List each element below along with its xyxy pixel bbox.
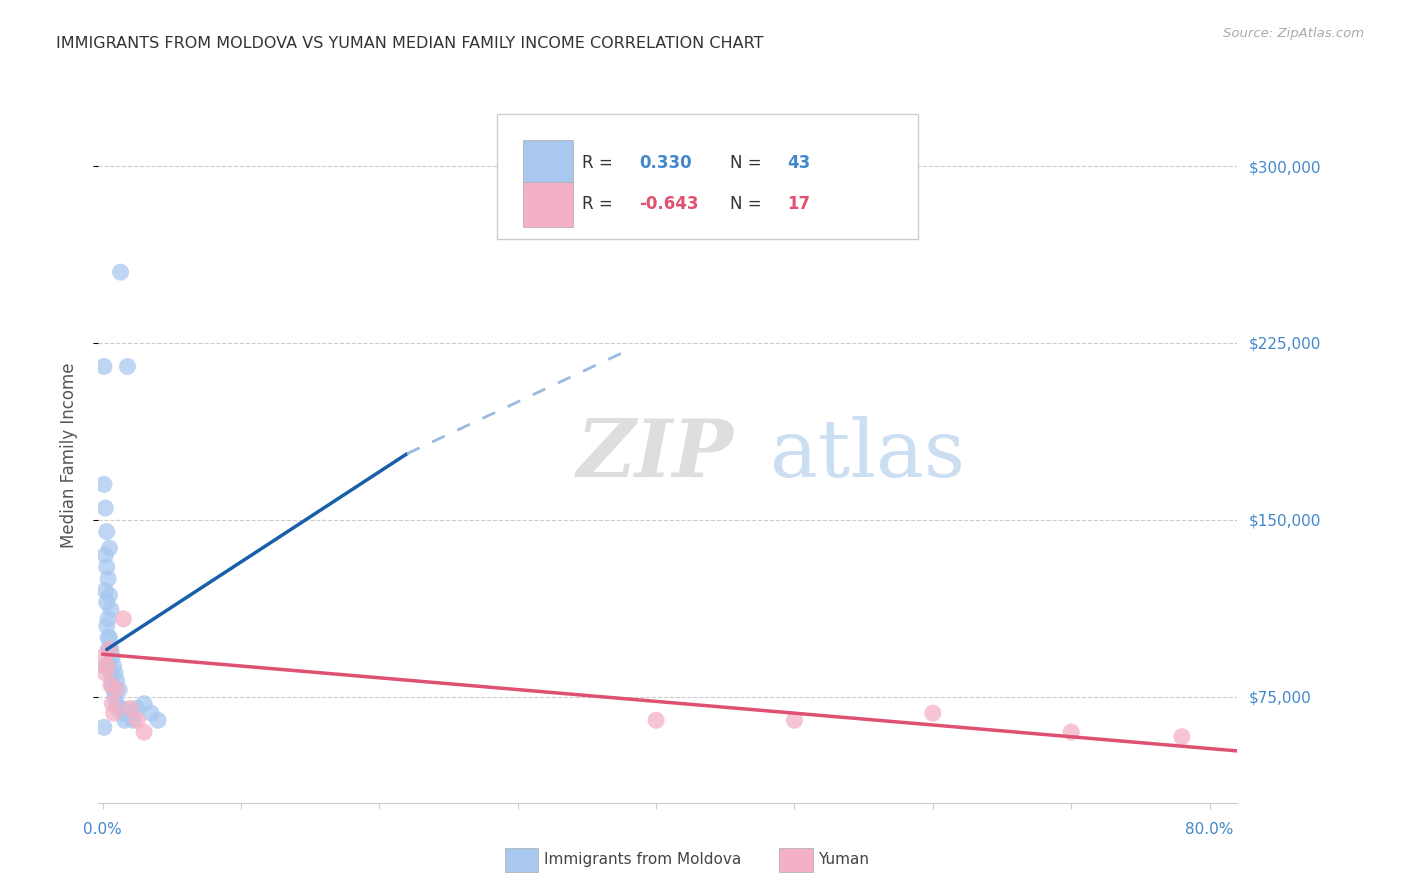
- Point: [783, 713, 806, 727]
- Point: [112, 706, 135, 721]
- Point: [94, 548, 117, 562]
- Point: [146, 713, 169, 727]
- Point: [114, 713, 136, 727]
- Point: [96, 524, 118, 539]
- Point: [97, 631, 120, 645]
- Point: [101, 678, 124, 692]
- Point: [94, 583, 117, 598]
- Point: [97, 612, 120, 626]
- Text: Source: ZipAtlas.com: Source: ZipAtlas.com: [1223, 27, 1364, 40]
- FancyBboxPatch shape: [498, 114, 918, 239]
- Point: [96, 560, 118, 574]
- Text: 17: 17: [787, 195, 810, 213]
- Point: [97, 572, 120, 586]
- Point: [1171, 730, 1194, 744]
- Point: [98, 541, 121, 555]
- Point: [122, 713, 145, 727]
- Point: [111, 701, 134, 715]
- Text: 0.330: 0.330: [640, 153, 692, 171]
- Point: [103, 659, 125, 673]
- Text: ZIP: ZIP: [576, 417, 734, 493]
- Point: [139, 706, 162, 721]
- Text: N =: N =: [731, 153, 768, 171]
- Point: [105, 682, 128, 697]
- Point: [1060, 725, 1083, 739]
- Point: [94, 500, 117, 515]
- Point: [120, 706, 142, 721]
- Point: [100, 666, 122, 681]
- Point: [105, 697, 128, 711]
- Point: [93, 359, 115, 374]
- Point: [93, 649, 115, 664]
- Point: [93, 477, 115, 491]
- Point: [127, 713, 149, 727]
- Point: [100, 678, 122, 692]
- Point: [101, 697, 124, 711]
- Y-axis label: Median Family Income: Median Family Income: [59, 362, 77, 548]
- Point: [98, 659, 121, 673]
- Text: 0.0%: 0.0%: [83, 822, 122, 837]
- Text: Immigrants from Moldova: Immigrants from Moldova: [544, 853, 741, 867]
- Text: R =: R =: [582, 153, 619, 171]
- Text: -0.643: -0.643: [640, 195, 699, 213]
- FancyBboxPatch shape: [523, 140, 574, 185]
- Point: [100, 602, 122, 616]
- Point: [108, 682, 131, 697]
- Point: [101, 649, 124, 664]
- Point: [645, 713, 668, 727]
- Text: atlas: atlas: [770, 416, 966, 494]
- Point: [103, 682, 125, 697]
- Point: [94, 659, 117, 673]
- Point: [120, 701, 142, 715]
- Point: [103, 706, 125, 721]
- Point: [107, 701, 129, 715]
- Point: [921, 706, 943, 721]
- Point: [104, 666, 127, 681]
- Point: [112, 612, 135, 626]
- Point: [127, 701, 149, 715]
- Point: [93, 720, 115, 734]
- Text: IMMIGRANTS FROM MOLDOVA VS YUMAN MEDIAN FAMILY INCOME CORRELATION CHART: IMMIGRANTS FROM MOLDOVA VS YUMAN MEDIAN …: [56, 36, 763, 51]
- Point: [98, 588, 121, 602]
- Point: [94, 666, 117, 681]
- Point: [132, 697, 155, 711]
- Point: [104, 690, 127, 704]
- FancyBboxPatch shape: [523, 182, 574, 227]
- Point: [117, 359, 139, 374]
- Point: [96, 595, 118, 609]
- Text: Yuman: Yuman: [818, 853, 869, 867]
- Text: 80.0%: 80.0%: [1185, 822, 1234, 837]
- Text: N =: N =: [731, 195, 768, 213]
- Point: [132, 725, 155, 739]
- Point: [98, 642, 121, 657]
- Text: 43: 43: [787, 153, 811, 171]
- Point: [100, 642, 122, 657]
- Point: [96, 659, 118, 673]
- Point: [98, 631, 121, 645]
- Point: [97, 642, 120, 657]
- Point: [105, 673, 128, 688]
- Point: [96, 619, 118, 633]
- Text: R =: R =: [582, 195, 619, 213]
- Point: [110, 265, 132, 279]
